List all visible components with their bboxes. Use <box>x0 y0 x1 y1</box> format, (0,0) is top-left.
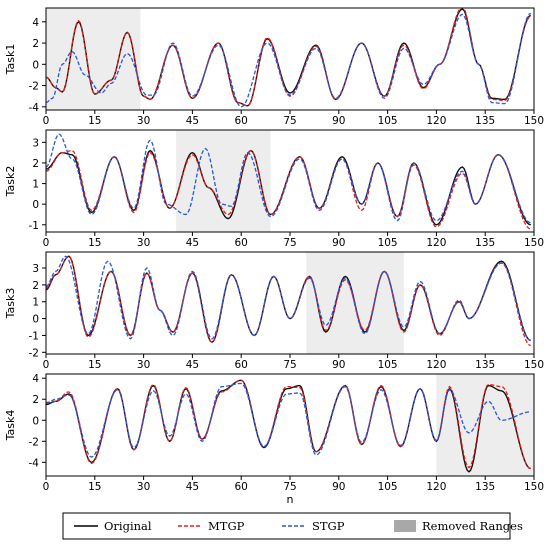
legend-label: Original <box>104 519 152 533</box>
legend-label: Removed Ranges <box>422 519 523 533</box>
y-axis-label: Task3 <box>4 288 17 320</box>
x-tick-label: 120 <box>426 115 446 127</box>
x-tick-label: 135 <box>475 481 495 493</box>
stgp-line-task2 <box>46 133 531 224</box>
x-tick-label: 15 <box>88 359 101 371</box>
x-tick-label: 150 <box>524 359 544 371</box>
legend-label: MTGP <box>208 519 245 533</box>
x-axis-label: n <box>287 493 294 506</box>
x-tick-label: 135 <box>475 115 495 127</box>
x-tick-label: 75 <box>283 237 296 249</box>
y-tick-label: 3 <box>32 263 39 275</box>
y-tick-label: 2 <box>32 280 39 292</box>
x-tick-label: 45 <box>186 481 199 493</box>
y-tick-label: -4 <box>29 102 40 114</box>
x-tick-label: 30 <box>137 115 150 127</box>
x-tick-label: 150 <box>524 481 544 493</box>
x-tick-label: 105 <box>378 481 398 493</box>
removed-range-2 <box>176 130 271 232</box>
x-tick-label: 90 <box>332 481 345 493</box>
x-tick-label: 120 <box>426 237 446 249</box>
y-axis-label: Task2 <box>4 166 17 198</box>
x-tick-label: 0 <box>43 481 50 493</box>
x-tick-label: 60 <box>235 237 248 249</box>
y-tick-label: 4 <box>32 373 39 385</box>
x-tick-label: 75 <box>283 115 296 127</box>
x-tick-label: 0 <box>43 115 50 127</box>
x-tick-label: 75 <box>283 359 296 371</box>
y-tick-label: -4 <box>29 457 40 469</box>
x-tick-label: 15 <box>88 481 101 493</box>
y-tick-label: 0 <box>32 415 39 427</box>
y-axis-label: Task4 <box>4 410 17 442</box>
x-tick-label: 150 <box>524 237 544 249</box>
x-tick-label: 60 <box>235 359 248 371</box>
stgp-line-task3 <box>46 255 531 342</box>
x-tick-label: 90 <box>332 115 345 127</box>
y-tick-label: 0 <box>32 199 39 211</box>
mtgp-line-task2 <box>46 149 531 230</box>
x-tick-label: 135 <box>475 237 495 249</box>
legend <box>62 512 511 540</box>
y-tick-label: 4 <box>32 17 39 29</box>
x-tick-label: 45 <box>186 359 199 371</box>
y-tick-label: -2 <box>29 436 39 448</box>
x-tick-label: 105 <box>378 237 398 249</box>
x-tick-label: 15 <box>88 237 101 249</box>
y-tick-label: 0 <box>32 59 39 71</box>
x-tick-label: 90 <box>332 359 345 371</box>
y-tick-label: 2 <box>32 38 39 50</box>
x-tick-label: 30 <box>137 237 150 249</box>
x-tick-label: 30 <box>137 359 150 371</box>
legend-swatch-removed <box>394 520 416 532</box>
x-tick-label: 45 <box>186 115 199 127</box>
y-tick-label: -2 <box>29 347 39 359</box>
axes-frame-2 <box>45 129 535 233</box>
x-tick-label: 0 <box>43 237 50 249</box>
x-tick-label: 90 <box>332 237 345 249</box>
y-tick-label: 3 <box>32 137 39 149</box>
stgp-line-task4 <box>46 382 531 458</box>
y-tick-label: 2 <box>32 158 39 170</box>
x-tick-label: 60 <box>235 481 248 493</box>
x-tick-label: 105 <box>378 359 398 371</box>
x-tick-label: 120 <box>426 481 446 493</box>
stgp-line-task1 <box>46 12 532 108</box>
x-tick-label: 150 <box>524 115 544 127</box>
mtgp-line-task1 <box>46 8 532 107</box>
x-tick-label: 135 <box>475 359 495 371</box>
original-line-task4 <box>46 379 531 473</box>
x-tick-label: 30 <box>137 481 150 493</box>
y-tick-label: -1 <box>29 330 39 342</box>
x-tick-label: 105 <box>378 115 398 127</box>
x-tick-label: 15 <box>88 115 101 127</box>
y-tick-label: 0 <box>32 314 39 326</box>
x-tick-label: 60 <box>235 115 248 127</box>
x-tick-label: 120 <box>426 359 446 371</box>
legend-label: STGP <box>312 519 345 533</box>
y-tick-label: 1 <box>32 179 39 191</box>
y-tick-label: -2 <box>29 81 39 93</box>
removed-range-1 <box>46 8 141 110</box>
x-tick-label: 75 <box>283 481 296 493</box>
mtgp-line-task4 <box>46 379 531 470</box>
y-tick-label: 2 <box>32 394 39 406</box>
x-tick-label: 45 <box>186 237 199 249</box>
x-tick-label: 0 <box>43 359 50 371</box>
y-tick-label: -1 <box>29 220 39 232</box>
y-tick-label: 1 <box>32 297 39 309</box>
y-axis-label: Task1 <box>4 44 17 76</box>
